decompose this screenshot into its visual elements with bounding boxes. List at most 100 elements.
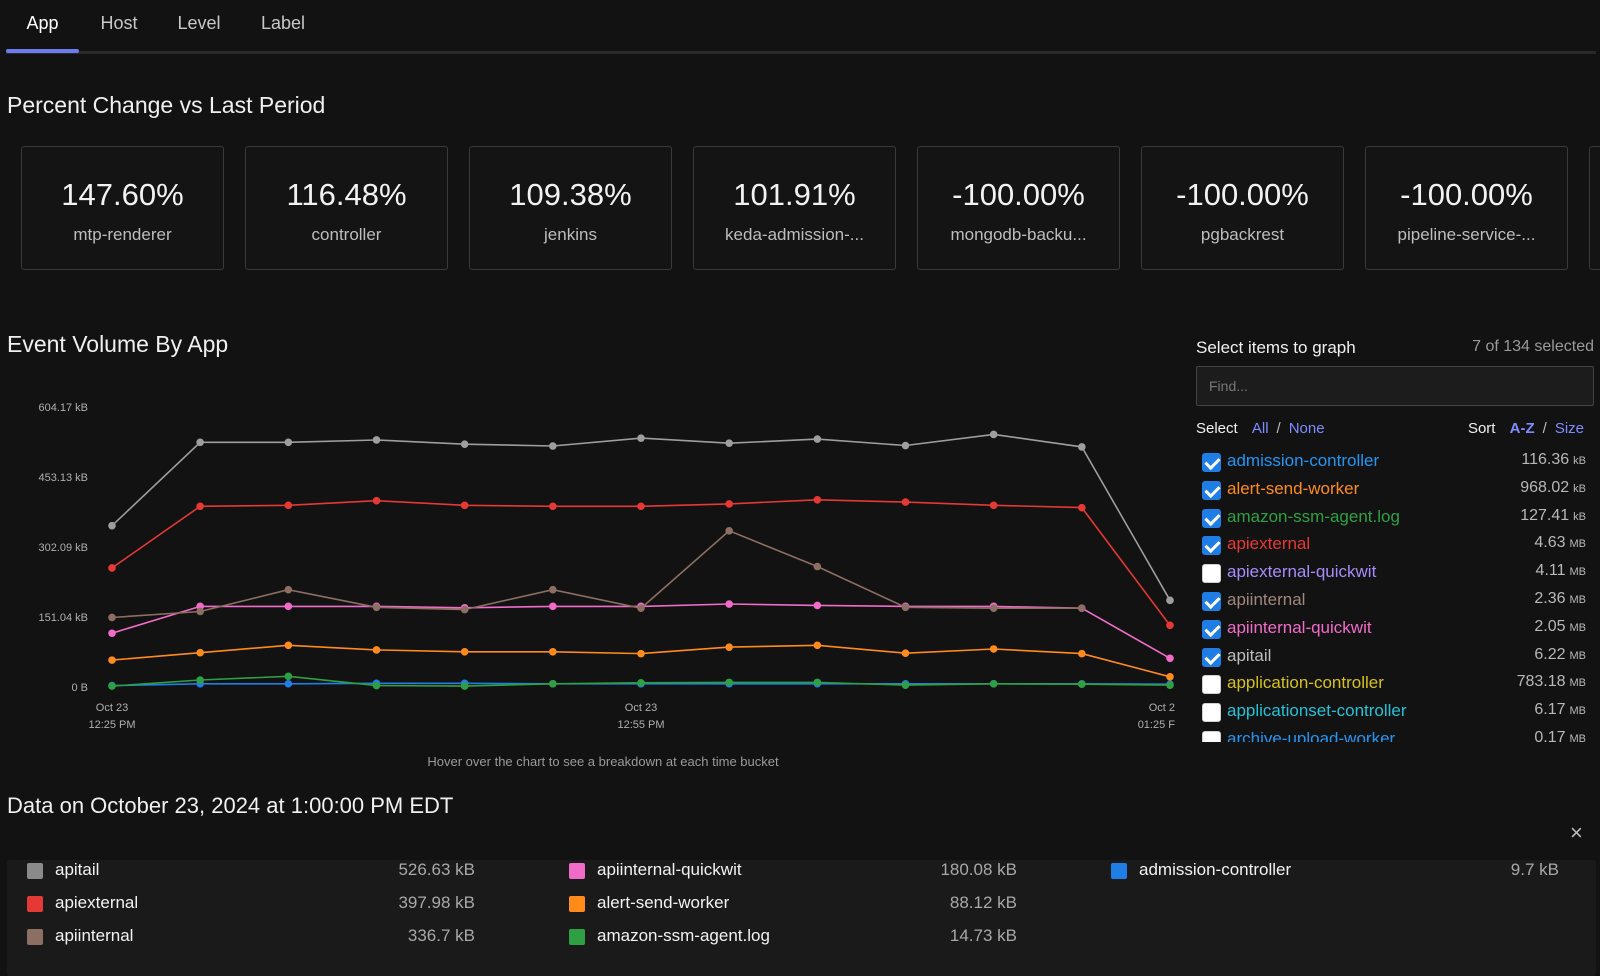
percent-app-name[interactable]: keda-admission-... bbox=[725, 225, 864, 245]
data-point[interactable] bbox=[284, 672, 293, 681]
data-point[interactable] bbox=[460, 647, 469, 656]
data-point[interactable] bbox=[1166, 596, 1174, 605]
graph-item-list[interactable]: admission-controller 116.36 kB alert-send-w… bbox=[1196, 450, 1594, 742]
item-name[interactable]: apiinternal-quickwit bbox=[1227, 617, 1372, 637]
data-point[interactable] bbox=[725, 643, 733, 651]
item-checkbox[interactable] bbox=[1202, 675, 1221, 695]
data-point[interactable] bbox=[725, 678, 733, 687]
data-point[interactable] bbox=[196, 607, 204, 616]
data-point[interactable] bbox=[1078, 680, 1086, 689]
graph-item-row[interactable]: amazon-ssm-agent.log 127.41 kB bbox=[1202, 506, 1586, 534]
data-point[interactable] bbox=[196, 438, 204, 447]
percent-app-name[interactable]: mongodb-backu... bbox=[950, 225, 1087, 245]
tab-level[interactable]: Level bbox=[177, 13, 221, 33]
data-point[interactable] bbox=[372, 646, 381, 654]
data-point[interactable] bbox=[813, 641, 822, 650]
data-point[interactable] bbox=[549, 647, 557, 656]
data-point[interactable] bbox=[813, 435, 822, 443]
graph-item-row[interactable]: archive-upload-worker 0.17 MB bbox=[1202, 728, 1586, 742]
data-point[interactable] bbox=[284, 641, 293, 650]
data-point[interactable] bbox=[1166, 681, 1174, 689]
percent-card[interactable]: -100.00% mongodb-backu... bbox=[917, 146, 1120, 270]
data-point[interactable] bbox=[284, 585, 293, 594]
data-point[interactable] bbox=[637, 502, 645, 511]
data-point[interactable] bbox=[989, 430, 998, 439]
data-point[interactable] bbox=[901, 649, 910, 657]
percent-app-name[interactable]: controller bbox=[311, 225, 382, 245]
data-point[interactable] bbox=[725, 600, 733, 608]
find-input[interactable] bbox=[1196, 366, 1594, 406]
data-point[interactable] bbox=[460, 501, 469, 510]
data-point[interactable] bbox=[108, 682, 116, 690]
data-point[interactable] bbox=[108, 564, 116, 572]
series-line-2[interactable] bbox=[111, 529, 1082, 619]
graph-item-row[interactable]: apiinternal 2.36 MB bbox=[1202, 589, 1586, 617]
item-name[interactable]: archive-upload-worker bbox=[1227, 729, 1396, 742]
close-icon[interactable]: × bbox=[1570, 820, 1583, 845]
percent-card[interactable]: 109.38% jenkins bbox=[469, 146, 672, 270]
data-point[interactable] bbox=[901, 681, 910, 689]
item-name[interactable]: apiinternal bbox=[1227, 590, 1306, 609]
data-point[interactable] bbox=[284, 501, 293, 510]
percent-card[interactable]: -100.00% pgbackrest bbox=[1141, 146, 1344, 270]
item-name[interactable]: amazon-ssm-agent.log bbox=[1227, 506, 1400, 526]
graph-item-row[interactable]: apiinternal-quickwit 2.05 MB bbox=[1202, 617, 1586, 645]
graph-item-row[interactable]: application-controller 783.18 MB bbox=[1202, 672, 1586, 700]
data-point[interactable] bbox=[725, 500, 733, 508]
percent-app-name[interactable]: jenkins bbox=[544, 225, 597, 245]
data-point[interactable] bbox=[901, 603, 910, 612]
item-name[interactable]: applicationset-controller bbox=[1227, 701, 1407, 721]
data-point[interactable] bbox=[196, 676, 204, 684]
tab-host[interactable]: Host bbox=[100, 13, 138, 33]
percent-app-name[interactable]: pipeline-service-... bbox=[1397, 225, 1536, 245]
data-point[interactable] bbox=[725, 439, 733, 448]
tab-label[interactable]: Label bbox=[260, 13, 306, 33]
data-point[interactable] bbox=[1166, 621, 1174, 630]
event-volume-chart[interactable]: 0 B 151.04 kB 302.09 kB 453.13 kB 604.17 kB O… bbox=[0, 390, 1180, 750]
select-all-link[interactable]: All bbox=[1251, 420, 1269, 437]
item-checkbox[interactable] bbox=[1202, 592, 1221, 611]
item-name[interactable]: admission-controller bbox=[1227, 451, 1380, 470]
data-point[interactable] bbox=[549, 502, 557, 511]
data-point[interactable] bbox=[813, 495, 822, 504]
item-checkbox[interactable] bbox=[1202, 647, 1221, 667]
data-point[interactable] bbox=[460, 440, 469, 448]
sort-size-link[interactable]: Size bbox=[1554, 420, 1584, 437]
data-point[interactable] bbox=[284, 438, 293, 447]
percent-card-partial[interactable] bbox=[1589, 146, 1600, 270]
data-point[interactable] bbox=[549, 585, 557, 594]
data-point[interactable] bbox=[372, 681, 381, 690]
graph-item-row[interactable]: apiexternal-quickwit 4.11 MB bbox=[1202, 561, 1586, 589]
data-point[interactable] bbox=[1078, 443, 1086, 451]
item-checkbox[interactable] bbox=[1202, 480, 1221, 500]
data-point[interactable] bbox=[549, 442, 557, 450]
data-point[interactable] bbox=[1078, 649, 1086, 658]
data-point[interactable] bbox=[637, 604, 645, 613]
data-point[interactable] bbox=[549, 679, 557, 688]
data-point[interactable] bbox=[196, 648, 204, 657]
data-point[interactable] bbox=[901, 441, 910, 450]
percent-card[interactable]: 101.91% keda-admission-... bbox=[693, 146, 896, 270]
data-point[interactable] bbox=[637, 679, 645, 687]
sort-az-link[interactable]: A-Z bbox=[1509, 420, 1535, 437]
data-point[interactable] bbox=[108, 656, 116, 664]
event-volume-svg[interactable]: 0 B 151.04 kB 302.09 kB 453.13 kB 604.17 kB O… bbox=[0, 390, 1180, 750]
item-name[interactable]: alert-send-worker bbox=[1227, 478, 1360, 498]
item-checkbox[interactable] bbox=[1202, 703, 1221, 723]
data-point[interactable] bbox=[989, 604, 998, 613]
data-point[interactable] bbox=[1078, 503, 1086, 512]
data-point[interactable] bbox=[901, 498, 910, 506]
data-point[interactable] bbox=[372, 436, 381, 444]
series-line-0[interactable] bbox=[111, 433, 1171, 601]
data-point[interactable] bbox=[989, 679, 998, 688]
data-point[interactable] bbox=[108, 521, 116, 530]
data-point[interactable] bbox=[549, 602, 557, 611]
item-checkbox[interactable] bbox=[1202, 564, 1221, 584]
data-point[interactable] bbox=[989, 501, 998, 510]
data-point[interactable] bbox=[813, 562, 822, 571]
item-name[interactable]: apiexternal-quickwit bbox=[1227, 562, 1377, 582]
data-point[interactable] bbox=[284, 679, 293, 688]
graph-item-row[interactable]: applicationset-controller 6.17 MB bbox=[1202, 700, 1586, 728]
data-point[interactable] bbox=[1166, 654, 1174, 663]
tab-app[interactable]: App bbox=[6, 10, 79, 53]
